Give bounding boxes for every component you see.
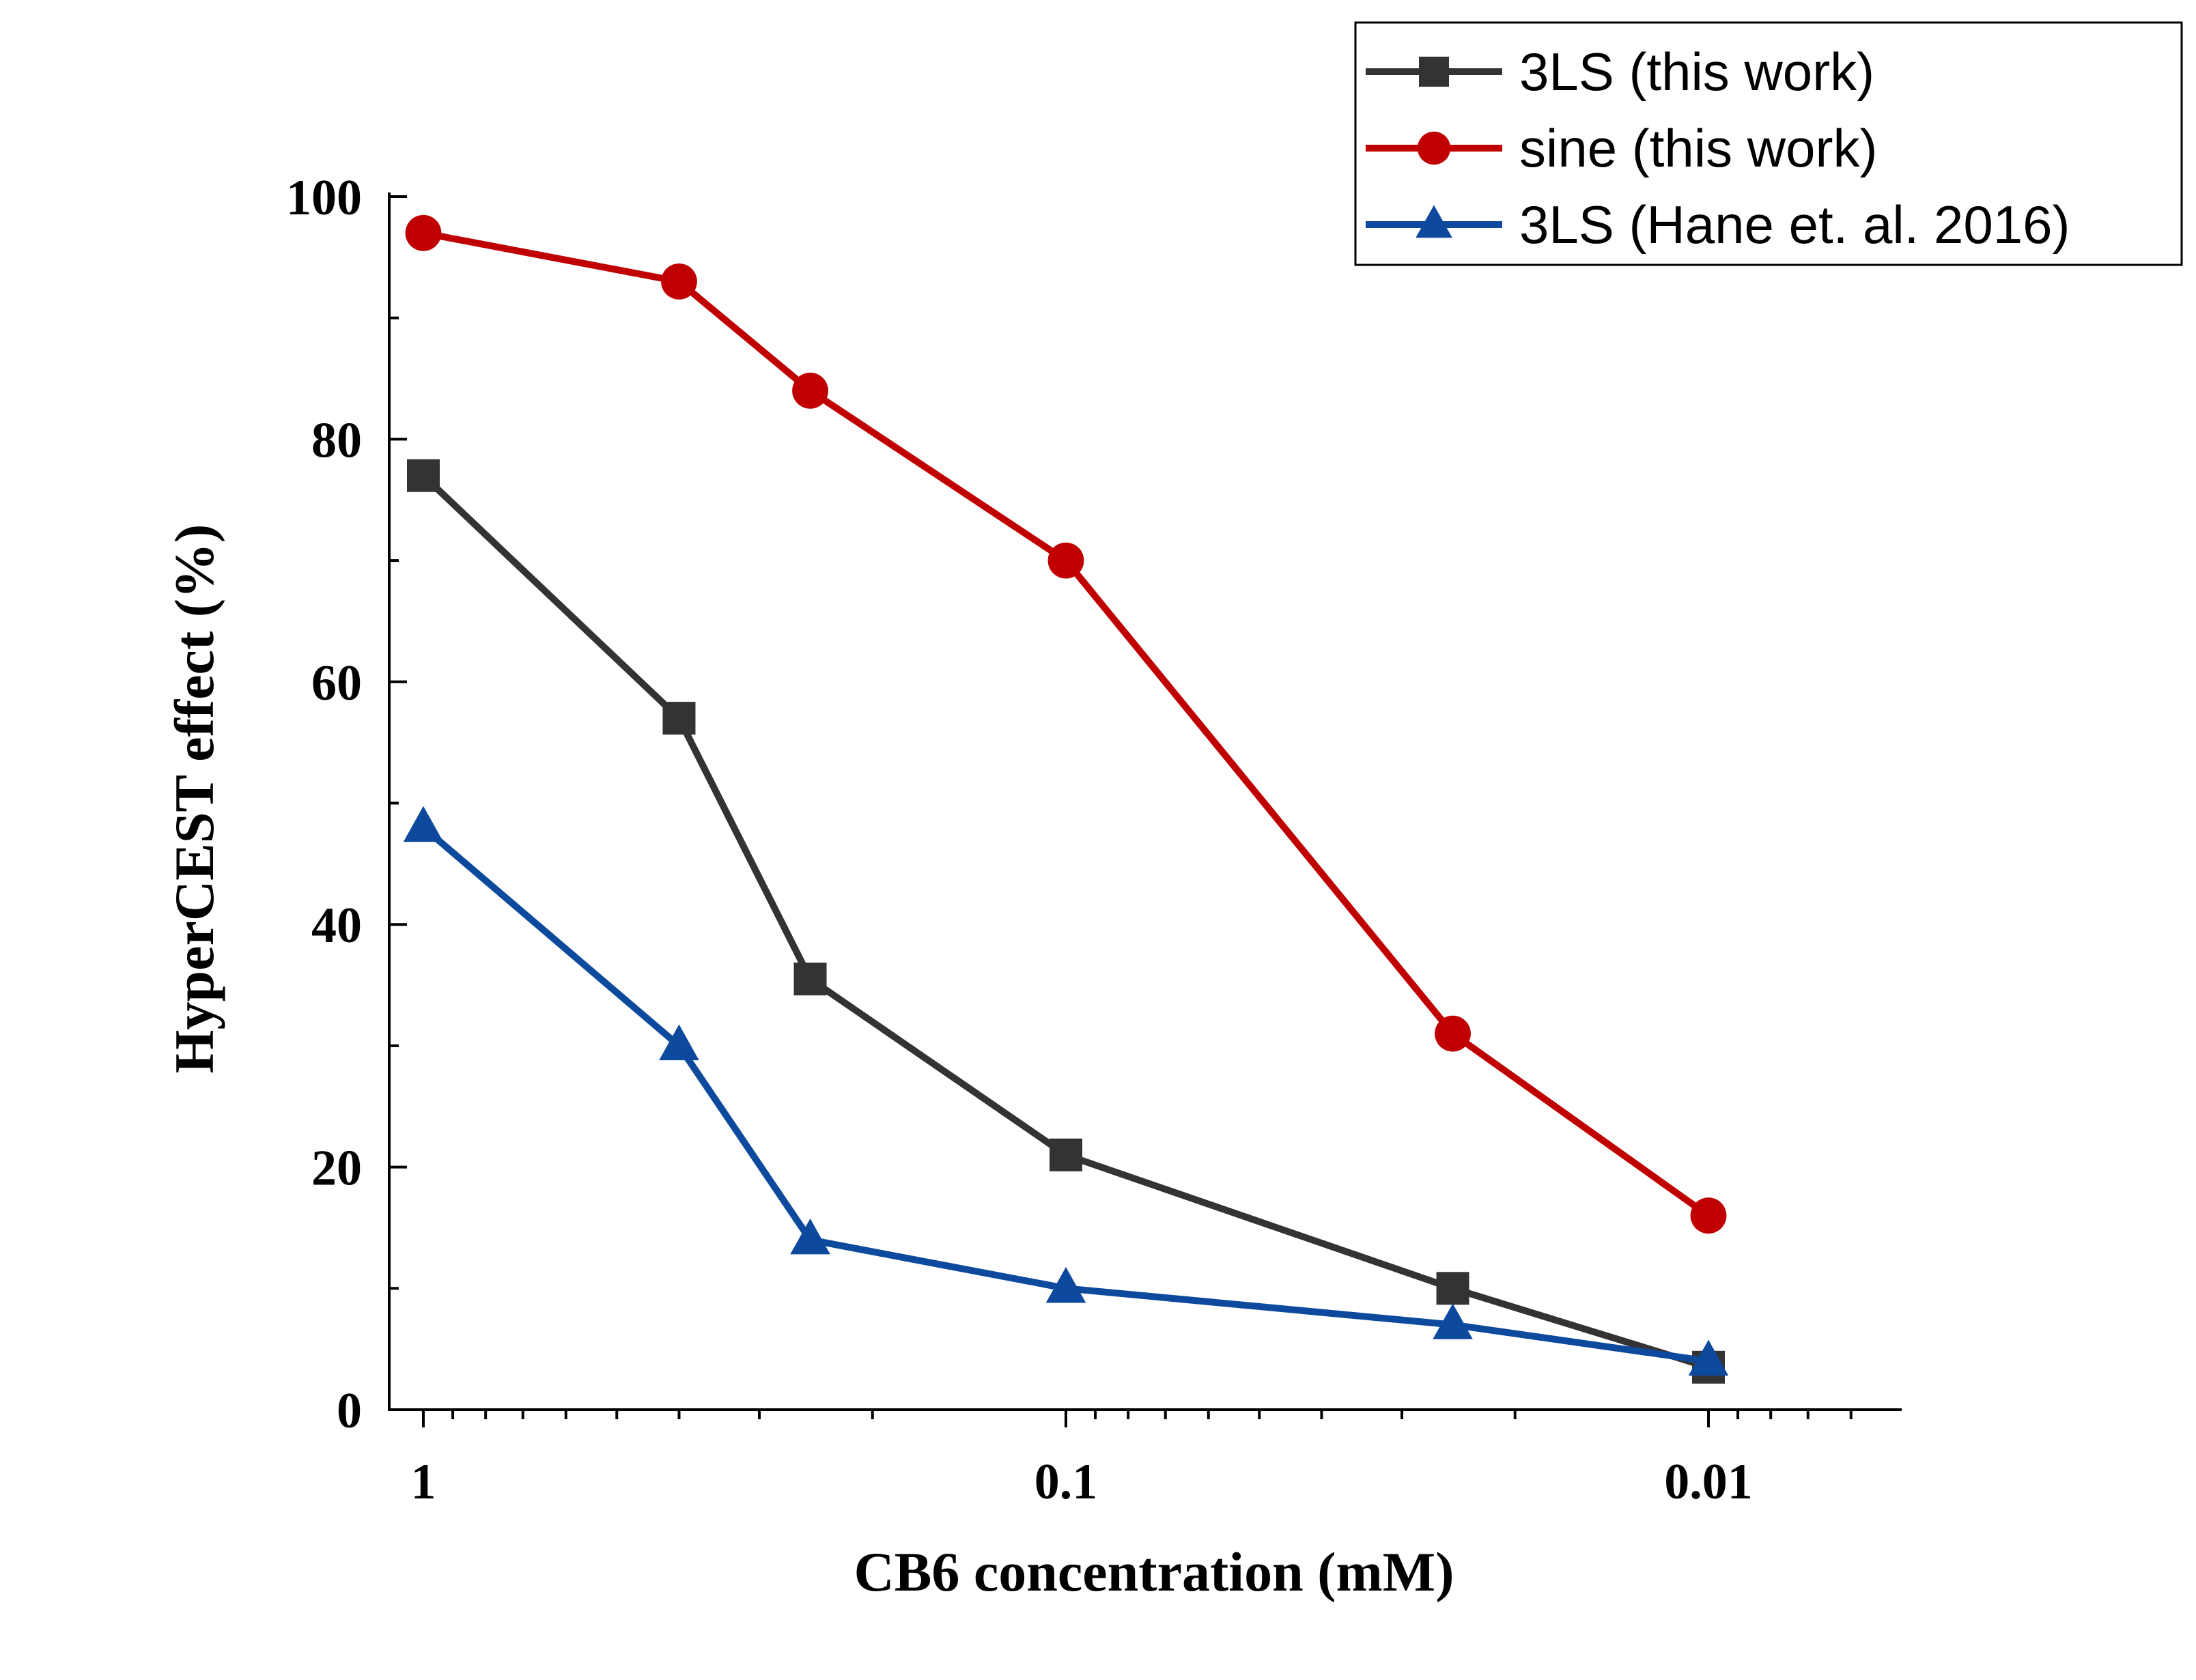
- legend-item: sine (this work): [1366, 118, 1877, 178]
- y-tick-label: 40: [311, 898, 362, 954]
- y-tick-label: 80: [311, 412, 362, 468]
- y-tick-label: 100: [286, 170, 362, 226]
- data-point: [793, 963, 827, 996]
- tick-labels: 0 20 40 60 80 100 1 0.1 0.01: [286, 170, 1753, 1510]
- data-point: [1050, 1138, 1082, 1171]
- y-tick-label: 0: [337, 1383, 362, 1439]
- x-tick-label: 1: [411, 1454, 436, 1510]
- series-3: [403, 806, 1729, 1376]
- legend-label: 3LS (this work): [1519, 42, 1874, 102]
- data-point: [661, 263, 697, 300]
- series-layer: [403, 214, 1729, 1384]
- data-point: [790, 1218, 830, 1255]
- data-point: [407, 459, 440, 492]
- data-point: [1435, 1015, 1471, 1052]
- data-point: [1690, 1197, 1727, 1234]
- data-point: [792, 372, 828, 409]
- legend-marker: [1419, 57, 1449, 87]
- series-1: [407, 459, 1725, 1384]
- data-point: [659, 1024, 699, 1061]
- legend-item: 3LS (Hane et. al. 2016): [1366, 195, 2070, 255]
- data-point: [403, 806, 444, 842]
- data-point: [1045, 1267, 1086, 1303]
- y-tick-label: 20: [311, 1141, 362, 1197]
- data-point: [1688, 1339, 1729, 1376]
- y-tick-label: 60: [311, 655, 362, 711]
- y-axis-title: HyperCEST effect (%): [163, 524, 225, 1074]
- legend-label: sine (this work): [1519, 118, 1877, 178]
- data-point: [1433, 1303, 1473, 1339]
- axes: [388, 193, 1902, 1427]
- series-line: [421, 473, 1710, 1371]
- legend-item: 3LS (this work): [1366, 42, 1874, 102]
- x-axis-title: CB6 concentration (mM): [854, 1541, 1454, 1603]
- data-point: [662, 702, 696, 735]
- x-tick-label: 0.1: [1034, 1454, 1098, 1510]
- legend-label: 3LS (Hane et. al. 2016): [1519, 195, 2070, 255]
- series-line: [423, 229, 1711, 1219]
- legend-marker: [1417, 131, 1451, 165]
- data-point: [405, 214, 442, 251]
- series-2: [405, 214, 1727, 1234]
- data-point: [1047, 542, 1084, 579]
- legend-marker: [1416, 205, 1452, 238]
- legend: 3LS (this work) sine (this work) 3LS (Hane…: [1354, 21, 2183, 266]
- data-point: [1436, 1272, 1469, 1305]
- x-tick-label: 0.01: [1664, 1454, 1753, 1510]
- series-line: [421, 825, 1709, 1365]
